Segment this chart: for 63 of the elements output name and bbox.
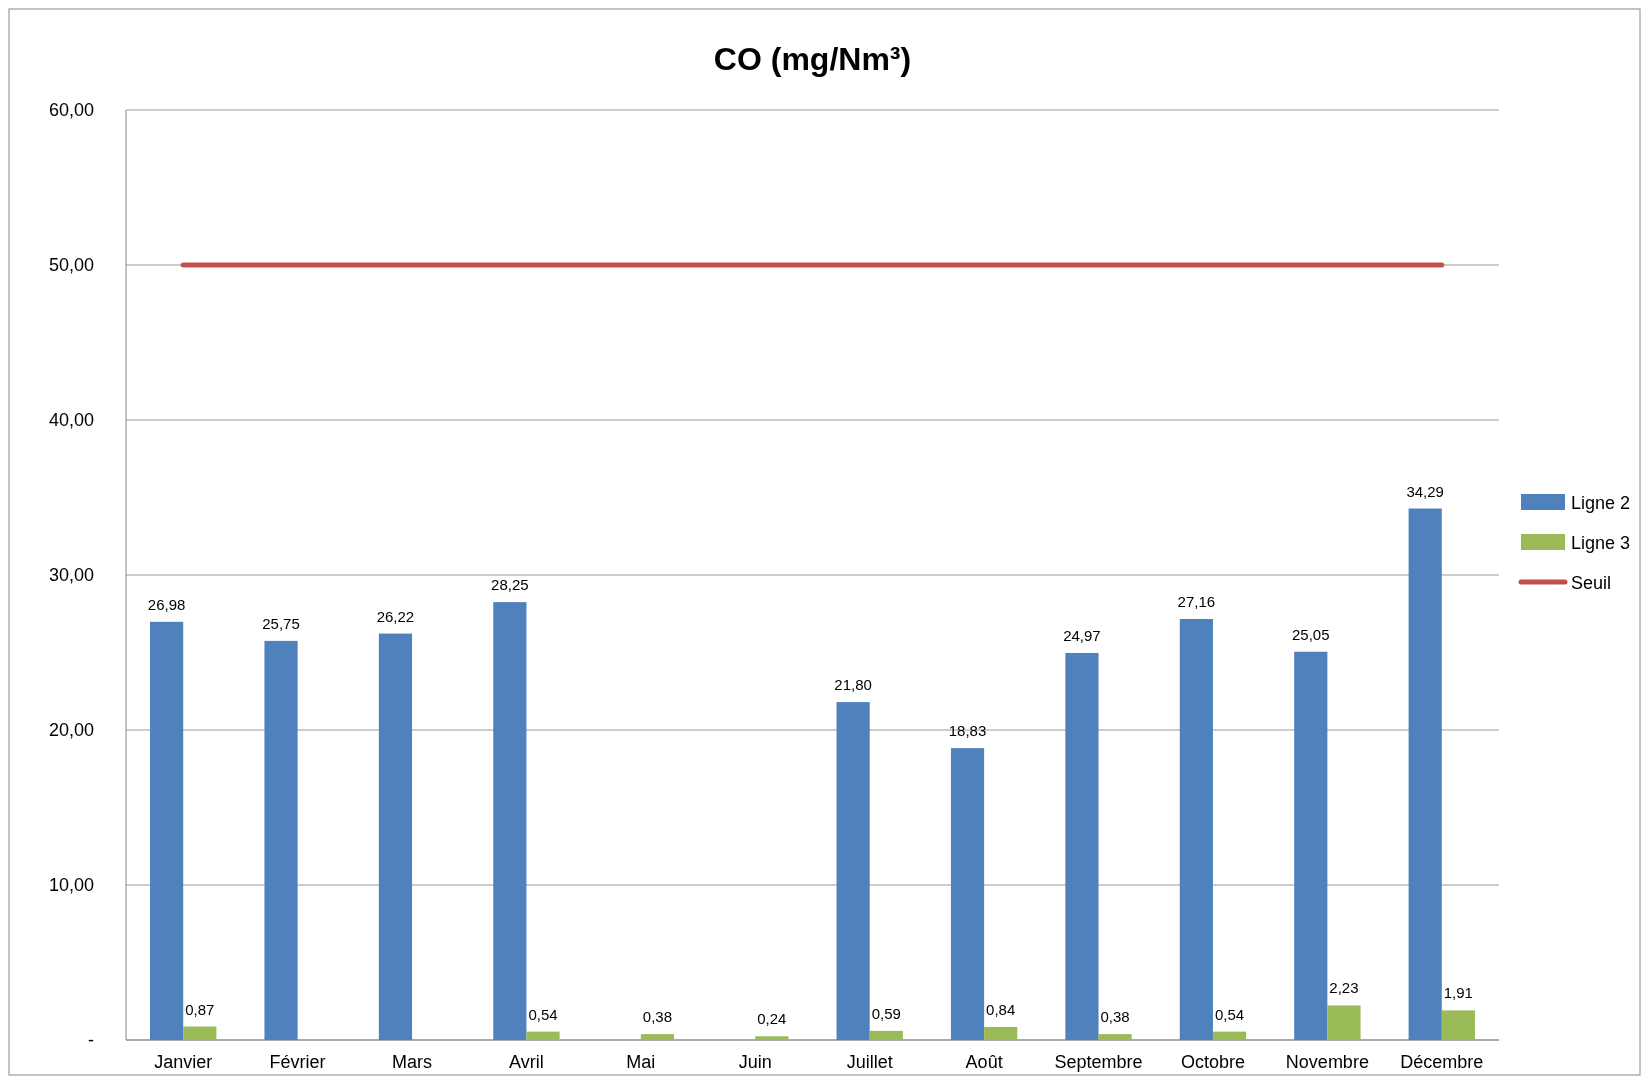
legend-label: Seuil (1571, 573, 1612, 593)
data-label: 1,91 (1443, 984, 1473, 1002)
legend-label: Ligne 3 (1571, 533, 1631, 553)
bar (150, 621, 184, 1040)
data-label: 26,22 (376, 607, 415, 625)
data-label: 28,25 (491, 576, 529, 594)
y-tick-label: 50,00 (48, 255, 94, 275)
y-tick-label: 40,00 (48, 410, 94, 430)
bar (1098, 1034, 1132, 1040)
bar (1441, 1010, 1475, 1040)
bar (1212, 1031, 1247, 1040)
x-tick-label: Mars (392, 1052, 433, 1072)
bar (755, 1036, 789, 1040)
bar (1065, 652, 1099, 1040)
data-label: 18,83 (948, 722, 987, 740)
data-label: 25,75 (262, 614, 300, 632)
data-label: 0,59 (871, 1004, 901, 1022)
bar (640, 1034, 675, 1040)
data-label: 0,38 (642, 1008, 673, 1026)
x-tick-label: Octobre (1180, 1052, 1245, 1072)
bar (264, 640, 298, 1040)
data-label: 0,54 (1214, 1005, 1245, 1023)
bar (950, 748, 985, 1040)
bar (1408, 508, 1442, 1040)
bar (1294, 651, 1328, 1040)
bar (1179, 619, 1213, 1040)
data-label: 24,97 (1063, 626, 1101, 644)
bar (378, 633, 413, 1040)
bar (836, 702, 870, 1040)
data-label: 2,23 (1329, 979, 1359, 997)
bar (183, 1026, 217, 1040)
x-tick-label: Août (965, 1052, 1003, 1072)
x-tick-label: Février (269, 1052, 326, 1072)
x-tick-label: Juillet (846, 1052, 893, 1072)
x-tick-label: Septembre (1054, 1052, 1143, 1072)
bar (1327, 1005, 1361, 1040)
bar (493, 602, 527, 1040)
y-tick-label: 10,00 (48, 875, 94, 895)
x-tick-label: Avril (509, 1052, 544, 1072)
data-label: 0,87 (185, 1000, 215, 1018)
y-tick-label: 30,00 (48, 565, 94, 585)
data-label: 26,98 (147, 595, 186, 613)
data-label: 0,84 (986, 1000, 1016, 1018)
data-label: 0,24 (757, 1010, 787, 1028)
x-tick-label: Juin (738, 1052, 772, 1072)
data-label: 21,80 (834, 676, 872, 694)
data-label: 0,54 (528, 1005, 558, 1023)
data-label: 25,05 (1292, 625, 1330, 643)
x-tick-label: Mai (626, 1052, 656, 1072)
bar (869, 1030, 903, 1040)
data-label: 0,38 (1100, 1008, 1130, 1026)
bar (526, 1031, 560, 1040)
x-tick-label: Décembre (1400, 1052, 1484, 1072)
chart-title: CO (mg/Nm³) (713, 41, 912, 77)
y-tick-label: - (88, 1030, 94, 1050)
bar (984, 1026, 1018, 1040)
legend-label: Ligne 2 (1571, 493, 1631, 513)
x-tick-label: Novembre (1285, 1052, 1369, 1072)
data-label: 34,29 (1406, 482, 1444, 500)
y-tick-label: 20,00 (48, 720, 94, 740)
data-label: 27,16 (1177, 593, 1216, 611)
x-tick-label: Janvier (154, 1052, 213, 1072)
y-tick-label: 60,00 (48, 100, 94, 120)
